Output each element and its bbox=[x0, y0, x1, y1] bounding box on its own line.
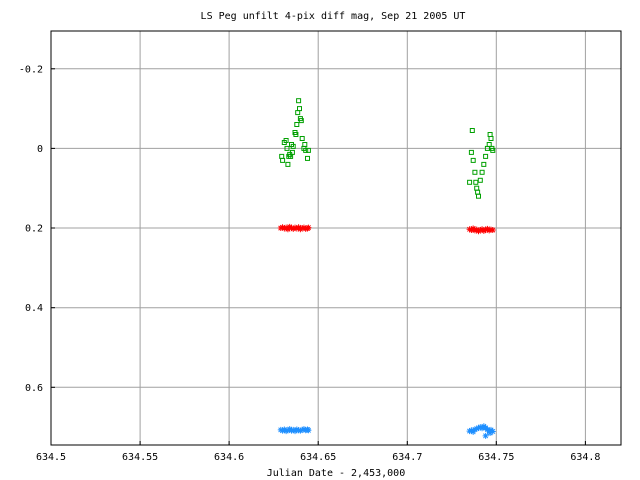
data-point bbox=[481, 161, 487, 167]
data-point bbox=[477, 227, 484, 234]
data-point bbox=[486, 227, 493, 234]
data-point bbox=[490, 147, 496, 153]
data-point bbox=[293, 132, 299, 137]
x-tick-label: 634.7 bbox=[392, 452, 422, 463]
grid bbox=[50, 31, 621, 445]
x-axis-label: Julian Date - 2,453,000 bbox=[267, 468, 405, 479]
data-point bbox=[474, 185, 480, 191]
series-2 bbox=[277, 223, 496, 235]
x-tick-label: 634.55 bbox=[122, 452, 158, 463]
data-point bbox=[477, 177, 483, 183]
data-point bbox=[471, 426, 478, 433]
data-point bbox=[277, 426, 284, 433]
data-point bbox=[466, 226, 473, 233]
data-point bbox=[305, 155, 310, 161]
data-point bbox=[472, 169, 478, 175]
data-point bbox=[468, 149, 474, 155]
data-point bbox=[305, 224, 312, 231]
data-point bbox=[305, 427, 312, 434]
chart-title: LS Peg unfilt 4-pix diff mag, Sep 21 200… bbox=[201, 11, 466, 22]
data-point bbox=[295, 110, 301, 116]
data-point bbox=[284, 145, 290, 151]
data-point bbox=[283, 428, 290, 435]
data-point bbox=[296, 98, 302, 104]
data-point bbox=[305, 147, 311, 153]
data-point bbox=[486, 142, 492, 147]
series-3 bbox=[277, 423, 496, 439]
data-point bbox=[469, 128, 475, 133]
data-point bbox=[489, 428, 496, 435]
data-point bbox=[487, 430, 494, 437]
data-point bbox=[482, 226, 489, 233]
data-point bbox=[297, 427, 304, 434]
x-tick-label: 634.8 bbox=[570, 452, 600, 463]
data-point bbox=[487, 132, 493, 137]
y-tick-label: 0.4 bbox=[25, 303, 43, 314]
data-point bbox=[299, 136, 305, 141]
data-point bbox=[292, 224, 299, 231]
data-point bbox=[489, 227, 496, 234]
data-point bbox=[297, 106, 302, 112]
data-point bbox=[467, 179, 473, 185]
data-point bbox=[289, 149, 295, 155]
x-tick-label: 634.65 bbox=[300, 452, 336, 463]
y-tick-label: 0.2 bbox=[25, 224, 43, 235]
data-point bbox=[293, 426, 300, 433]
x-tick-label: 634.6 bbox=[214, 452, 244, 463]
data-point bbox=[290, 143, 296, 149]
data-point bbox=[488, 136, 494, 141]
data-point bbox=[298, 118, 304, 124]
y-tick-label: 0 bbox=[37, 144, 43, 155]
data-series bbox=[277, 98, 496, 439]
series-1 bbox=[279, 98, 496, 199]
data-point bbox=[302, 142, 308, 147]
data-point bbox=[279, 153, 285, 159]
data-point bbox=[475, 189, 481, 195]
data-point bbox=[281, 225, 288, 232]
data-point bbox=[288, 427, 295, 434]
data-point bbox=[277, 225, 284, 232]
data-point bbox=[471, 227, 478, 234]
data-point bbox=[479, 169, 485, 175]
x-tick-label: 634.75 bbox=[478, 452, 514, 463]
data-point bbox=[475, 424, 482, 431]
data-point bbox=[283, 138, 289, 143]
data-point bbox=[473, 179, 479, 185]
x-tick-label: 634.5 bbox=[36, 452, 66, 463]
tick-labels: 634.5 634.55 634.6 634.65 634.7 634.75 634.8 -0… bbox=[19, 64, 601, 463]
y-tick-label: -0.2 bbox=[19, 64, 43, 75]
data-point bbox=[294, 122, 300, 127]
data-point bbox=[299, 426, 306, 433]
y-tick-label: 0.6 bbox=[25, 383, 43, 394]
data-point bbox=[482, 432, 489, 439]
plot-frame bbox=[50, 30, 622, 446]
data-point bbox=[280, 157, 286, 163]
data-point bbox=[473, 425, 480, 432]
data-point bbox=[476, 193, 481, 199]
data-point bbox=[466, 428, 473, 435]
data-point bbox=[303, 147, 309, 153]
data-point bbox=[470, 157, 476, 163]
data-point bbox=[285, 161, 291, 167]
data-point bbox=[483, 153, 489, 159]
data-point bbox=[288, 225, 295, 232]
